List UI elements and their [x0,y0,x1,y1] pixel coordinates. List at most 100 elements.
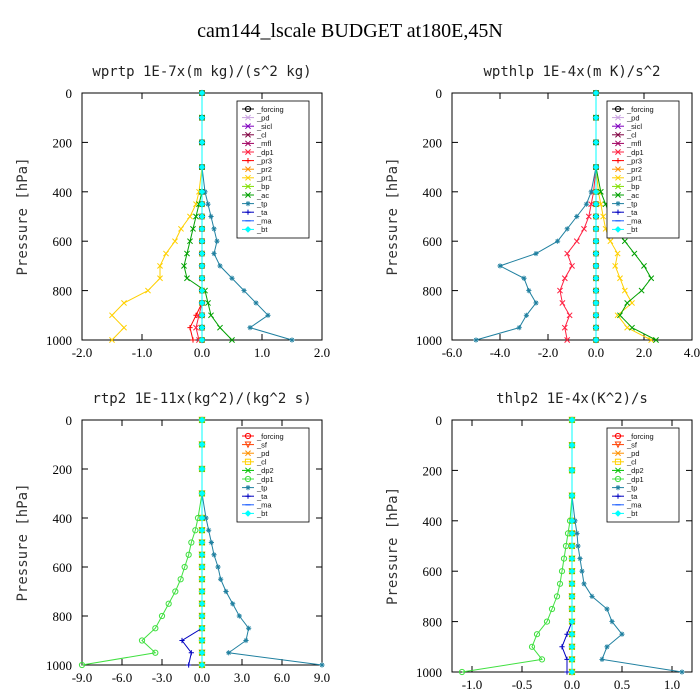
data-point [193,312,199,318]
legend-entry: _mfl [626,139,642,148]
y-tick-label: 600 [53,234,73,249]
data-point [230,601,236,607]
data-point [247,325,253,331]
data-point [583,201,589,207]
y-axis-label: Pressure [hPa] [385,487,401,605]
data-point [528,643,536,650]
data-point [208,312,214,319]
data-point [568,555,576,562]
legend-marker [245,450,251,457]
legend-entry: _dp2 [626,466,644,475]
data-point [179,637,185,644]
x-tick-label: -0.5 [512,677,533,692]
legend-entry: _dp1 [626,148,644,157]
data-point [543,618,551,625]
x-tick-label: 0.0 [194,345,210,360]
data-point [638,287,645,294]
series-bt [568,416,576,676]
data-point [569,262,575,269]
x-tick-label: 0.5 [614,677,630,692]
data-point [217,324,223,331]
data-point [198,237,206,245]
data-point [184,275,190,282]
y-tick-label: 400 [423,185,443,200]
legend: _forcing_sf_pd_cl_dp2_dp1_tp_ta_ma_bt [236,427,310,523]
data-point [187,213,193,220]
y-tick-label: 800 [423,284,443,299]
y-tick-label: 0 [436,413,443,428]
data-point [558,568,566,575]
legend-entry: _bt [256,225,268,234]
legend-marker [244,458,252,465]
legend-marker [615,467,621,474]
legend-entry: _forcing [626,432,654,441]
y-tick-label: 800 [53,284,73,299]
data-point [190,337,196,343]
data-point [526,288,532,294]
series-dp1 [78,416,206,669]
legend-marker [245,493,251,499]
data-point [568,580,576,588]
data-point [165,600,172,607]
data-point [109,337,115,343]
legend-entry: _pr3 [256,156,272,165]
figure-title: cam144_lscale BUDGET at180E,45N [197,20,503,42]
legend-marker [615,166,621,173]
y-tick-label: 600 [423,564,443,579]
data-point [619,631,625,637]
data-point [599,656,605,662]
series-line [461,420,573,673]
legend-entry: _pr2 [256,165,272,174]
data-point [556,580,564,587]
data-point [198,188,206,196]
data-point [198,600,206,608]
data-point [568,467,576,474]
legend-marker [614,458,622,465]
data-point [561,275,568,282]
data-point [629,324,635,331]
data-point [581,581,587,587]
x-tick-label: 1.0 [664,677,680,692]
data-point [188,539,195,546]
data-point [473,337,479,343]
y-tick-label: 600 [423,234,443,249]
y-tick-label: 800 [53,609,73,624]
legend-entry: _bp [256,182,270,191]
x-tick-label: 2.0 [314,345,330,360]
data-point [198,336,206,344]
x-tick-label: 1.0 [254,345,270,360]
data-point [243,637,249,644]
legend-marker [245,467,251,474]
data-point [607,238,614,245]
data-point [568,416,576,424]
data-point [214,238,220,244]
legend-marker [245,131,251,138]
legend-marker [244,441,252,449]
data-point [265,312,271,318]
data-point [560,555,568,562]
legend-marker [245,123,251,130]
legend-entry: _sf [626,440,638,449]
legend-entry: _dp1 [256,148,274,157]
data-point [516,325,522,331]
data-point [592,262,600,270]
data-point [592,89,600,97]
data-point [198,287,206,294]
data-point [592,274,600,282]
data-point [574,530,580,536]
data-point [198,575,206,583]
legend-marker [245,201,251,207]
series-line [111,93,203,341]
data-point [564,226,570,232]
data-point [198,661,206,669]
data-point [211,552,217,558]
legend-entry: _cl [626,131,637,140]
data-point [138,637,146,644]
data-point [198,213,206,220]
legend-marker [244,105,252,113]
y-tick-label: 400 [53,511,73,526]
legend-marker [244,226,252,233]
data-point [533,300,539,306]
legend-marker [245,149,251,155]
